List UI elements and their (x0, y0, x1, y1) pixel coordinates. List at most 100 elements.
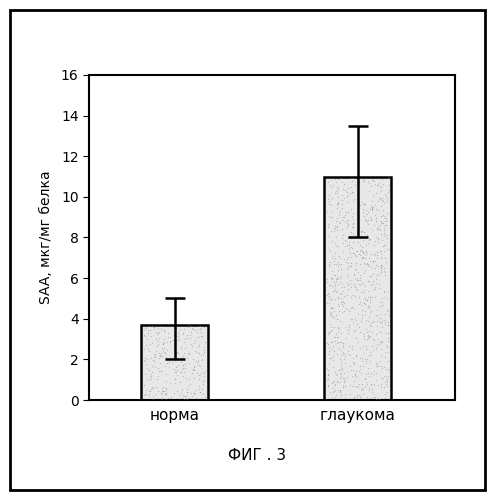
Point (351, 282, 359, 290)
Point (384, 318, 392, 326)
Point (162, 386, 170, 394)
Point (183, 354, 191, 362)
Point (374, 223, 382, 231)
Point (344, 218, 351, 226)
Point (179, 361, 187, 369)
Point (148, 362, 156, 370)
Point (361, 254, 369, 262)
Point (346, 252, 354, 260)
Point (191, 389, 198, 397)
Point (331, 270, 339, 278)
Point (370, 380, 378, 388)
Point (332, 296, 340, 304)
Point (383, 295, 391, 303)
Point (195, 348, 203, 356)
Point (154, 328, 162, 336)
Point (351, 326, 359, 334)
Point (341, 211, 348, 219)
Point (141, 354, 149, 362)
Point (168, 359, 176, 367)
Point (345, 368, 352, 376)
Point (334, 328, 342, 336)
Point (348, 215, 356, 223)
Point (330, 226, 338, 234)
Point (364, 334, 372, 342)
Point (333, 315, 341, 323)
Point (380, 363, 388, 371)
Point (367, 352, 375, 360)
Point (152, 346, 160, 354)
Point (326, 320, 334, 328)
Point (333, 273, 341, 281)
Point (358, 354, 366, 362)
Point (366, 321, 374, 329)
Point (340, 369, 348, 377)
Point (342, 359, 349, 367)
Point (334, 293, 342, 301)
Point (377, 346, 385, 354)
Point (371, 180, 379, 188)
Point (352, 316, 360, 324)
Point (198, 385, 206, 393)
Point (330, 333, 338, 341)
Point (155, 359, 163, 367)
Point (381, 390, 389, 398)
Point (378, 196, 386, 204)
Point (154, 368, 162, 376)
Point (339, 185, 346, 193)
Point (344, 350, 352, 358)
Point (149, 395, 157, 403)
Point (151, 335, 159, 343)
Point (379, 206, 387, 214)
Point (199, 350, 207, 358)
Point (159, 387, 167, 395)
Point (340, 342, 347, 349)
Point (199, 377, 207, 385)
Point (327, 202, 335, 209)
Point (359, 362, 367, 370)
Point (356, 392, 364, 400)
Point (197, 332, 205, 340)
Point (362, 358, 370, 366)
Point (359, 299, 367, 307)
Point (334, 200, 342, 208)
Point (195, 371, 203, 379)
Point (165, 358, 173, 366)
Point (361, 216, 369, 224)
Point (331, 380, 339, 388)
Point (176, 378, 184, 386)
Point (359, 250, 367, 258)
Point (353, 338, 361, 346)
Point (332, 178, 340, 186)
Point (325, 298, 333, 306)
Point (348, 342, 356, 350)
Point (366, 394, 374, 402)
Point (198, 328, 205, 336)
Point (327, 354, 335, 362)
Point (199, 390, 207, 398)
Point (339, 226, 346, 234)
Point (363, 380, 371, 388)
Point (370, 285, 378, 293)
Point (340, 194, 347, 202)
Point (343, 265, 350, 273)
Point (340, 378, 348, 386)
Point (334, 199, 342, 207)
Point (349, 366, 357, 374)
Point (372, 214, 380, 222)
Point (155, 328, 163, 336)
Point (338, 338, 346, 346)
Point (176, 324, 184, 332)
Point (331, 380, 339, 388)
Point (369, 318, 377, 326)
Point (366, 213, 374, 221)
Point (189, 366, 197, 374)
Point (336, 364, 344, 372)
Point (349, 358, 357, 366)
Point (364, 287, 372, 295)
Point (332, 392, 340, 400)
Point (195, 349, 203, 357)
Point (190, 340, 198, 347)
Point (372, 189, 380, 197)
Point (383, 194, 391, 202)
